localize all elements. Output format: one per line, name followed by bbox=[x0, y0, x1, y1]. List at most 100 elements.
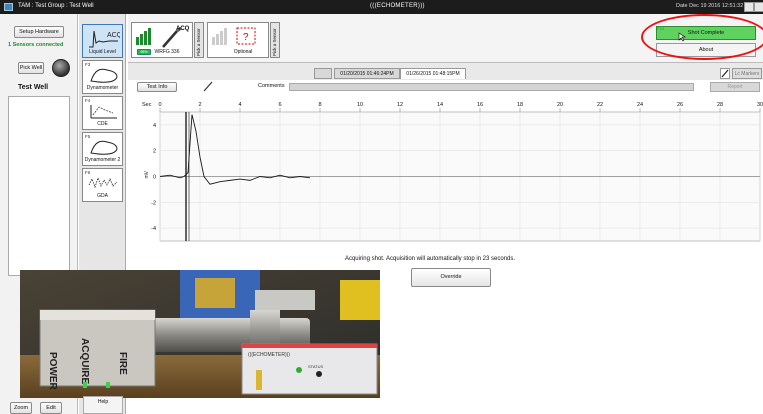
device-wrfg[interactable]: ACQ 99% WRFG 336 bbox=[131, 22, 193, 58]
webcam-photo: POWER ACQUIRE FIRE (((ECHOMETER))) STATU… bbox=[20, 270, 380, 398]
help-button[interactable]: Help bbox=[83, 396, 123, 414]
series-line bbox=[159, 114, 311, 185]
svg-text:?: ? bbox=[243, 32, 249, 43]
tool-gda[interactable]: F6 GDA bbox=[82, 168, 123, 202]
signal-bars-icon: ? bbox=[212, 27, 256, 45]
tool-key: F6 bbox=[85, 170, 91, 175]
photo-status-label: STATUS bbox=[308, 364, 324, 369]
dyno-card-icon bbox=[90, 68, 118, 83]
pick-well-button[interactable]: Pick Well bbox=[18, 62, 44, 74]
device2-name: Optional bbox=[233, 49, 253, 55]
tool-label: Dynamometer bbox=[86, 85, 119, 91]
well-diagram bbox=[8, 96, 70, 276]
photo-fire-label: FIRE bbox=[117, 352, 128, 375]
x-tick-label: 6 bbox=[278, 102, 281, 108]
photo-power-label: POWER bbox=[47, 352, 58, 391]
window-title: TAM : Test Group : Test Well bbox=[18, 3, 94, 9]
x-tick-label: 10 bbox=[357, 102, 363, 108]
tool-label: CDE bbox=[97, 121, 108, 127]
battery-icon: 99% bbox=[137, 49, 151, 55]
sensors-connected-text: 1 Sensors connected bbox=[8, 42, 64, 48]
y-axis-label: mV bbox=[144, 170, 150, 178]
highlight-oval bbox=[641, 14, 763, 60]
pick-sensor-tab-1[interactable]: Pick a Sensor bbox=[194, 22, 204, 58]
override-button[interactable]: Override bbox=[411, 268, 491, 287]
y-tick-label: -4 bbox=[151, 226, 156, 232]
x-axis-label: Sec bbox=[142, 102, 152, 108]
edit-button[interactable]: Edit bbox=[40, 402, 62, 414]
minimize-button[interactable] bbox=[744, 2, 754, 12]
x-tick-label: 8 bbox=[318, 102, 321, 108]
tool-dynamometer[interactable]: F3 Dynamometer bbox=[82, 60, 123, 94]
title-bar: TAM : Test Group : Test Well (((ECHOMETE… bbox=[0, 0, 763, 14]
tool-label: Dynamometer 2 bbox=[84, 157, 121, 163]
x-tick-label: 20 bbox=[557, 102, 563, 108]
comments-label: Comments bbox=[258, 83, 285, 89]
x-tick-label: 30 bbox=[757, 102, 763, 108]
tool-label: Liquid Level bbox=[89, 49, 116, 55]
device1-name: WRFG 336 bbox=[154, 49, 180, 55]
dyno-card-icon bbox=[90, 140, 118, 155]
tool-label: GDA bbox=[97, 193, 108, 199]
test-info-button[interactable]: Test Info bbox=[137, 82, 177, 92]
tab-shot-2[interactable]: 01/26/2015 01:48:15PM bbox=[400, 68, 466, 79]
marker-tool-icon[interactable] bbox=[720, 68, 730, 79]
x-tick-label: 26 bbox=[677, 102, 683, 108]
zoom-button[interactable]: Zoom bbox=[10, 402, 32, 414]
info-row: Test Info Comments Report bbox=[128, 80, 763, 94]
gda-wave-icon bbox=[88, 176, 118, 189]
pencil-icon bbox=[721, 69, 729, 78]
tool-dynamometer-2[interactable]: F5 Dynamometer 2 bbox=[82, 132, 123, 166]
cde-icon bbox=[90, 105, 117, 119]
close-button[interactable] bbox=[754, 2, 763, 12]
x-tick-label: 18 bbox=[517, 102, 523, 108]
setup-hardware-button[interactable]: Setup Hardware bbox=[14, 26, 64, 38]
svg-text:ACQ: ACQ bbox=[107, 32, 120, 39]
tool-liquid-level[interactable]: ACQ Liquid Level bbox=[82, 24, 123, 58]
y-tick-label: -2 bbox=[151, 200, 156, 206]
x-tick-label: 2 bbox=[198, 102, 201, 108]
x-tick-label: 22 bbox=[597, 102, 603, 108]
report-button[interactable]: Report bbox=[710, 82, 760, 92]
comments-input[interactable] bbox=[289, 83, 694, 91]
y-tick-label: 4 bbox=[153, 123, 156, 129]
signal-bars-icon bbox=[136, 26, 182, 48]
y-tick-label: 0 bbox=[153, 175, 156, 181]
acq-trace-icon: ACQ bbox=[89, 30, 120, 48]
tool-key: F5 bbox=[85, 134, 91, 139]
tab-scroll-left[interactable] bbox=[314, 68, 332, 79]
tabs-row: 01/20/2015 01:46:24PM 01/26/2015 01:48:1… bbox=[128, 63, 763, 80]
tool-cde[interactable]: F4 CDE bbox=[82, 96, 123, 130]
hardware-photo: POWER ACQUIRE FIRE (((ECHOMETER))) STATU… bbox=[20, 270, 380, 398]
help-label: Help bbox=[97, 399, 109, 405]
x-tick-label: 12 bbox=[397, 102, 403, 108]
chart-area: Sec 0 2 4 6 8 10 12 14 16 18 20 22 24 26 28 30 4 2 0 -2 -4 mV bbox=[128, 96, 763, 246]
app-name: (((ECHOMETER))) bbox=[370, 3, 425, 9]
photo-brand-label: (((ECHOMETER))) bbox=[248, 352, 290, 358]
lc-markers-button[interactable]: Lc Markers bbox=[732, 68, 762, 79]
x-tick-label: 4 bbox=[238, 102, 241, 108]
tool-key: F4 bbox=[85, 98, 91, 103]
knob-icon[interactable] bbox=[52, 59, 70, 77]
device-optional[interactable]: ? Optional bbox=[207, 22, 269, 58]
x-tick-label: 28 bbox=[717, 102, 723, 108]
x-tick-label: 14 bbox=[437, 102, 443, 108]
acq-text: ACQ bbox=[176, 26, 190, 32]
x-tick-label: 0 bbox=[158, 102, 161, 108]
photo-acquire-label: ACQUIRE bbox=[79, 338, 90, 384]
x-tick-label: 16 bbox=[477, 102, 483, 108]
pick-sensor-label: Pick a Sensor bbox=[196, 28, 201, 56]
pen-icon bbox=[203, 81, 213, 92]
app-icon bbox=[4, 3, 13, 11]
pick-sensor-label: Pick a Sensor bbox=[272, 28, 277, 56]
tab-shot-1[interactable]: 01/20/2015 01:46:24PM bbox=[334, 68, 400, 79]
x-tick-label: 24 bbox=[637, 102, 643, 108]
well-name: Test Well bbox=[18, 84, 49, 91]
y-tick-label: 2 bbox=[153, 149, 156, 155]
status-message: Acquiring shot. Acquisition will automat… bbox=[344, 256, 516, 262]
date-text: Date Dec 19 2016 12:51:32 bbox=[676, 3, 744, 9]
left-panel: Setup Hardware 1 Sensors connected Pick … bbox=[0, 14, 78, 414]
pick-sensor-tab-2[interactable]: Pick a Sensor bbox=[270, 22, 280, 58]
tool-key: F3 bbox=[85, 62, 91, 67]
